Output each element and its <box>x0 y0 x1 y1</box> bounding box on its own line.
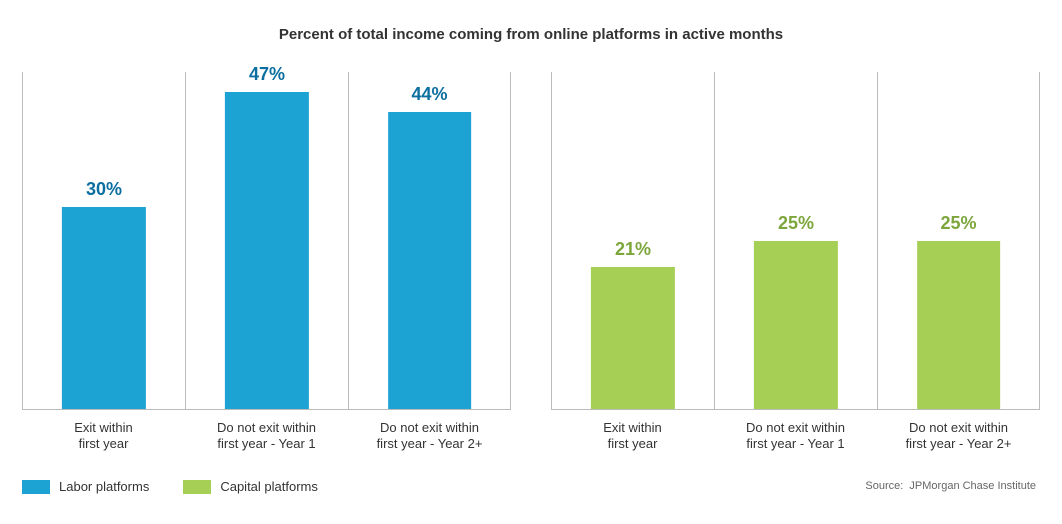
bar: 25% <box>917 241 1001 410</box>
chart-title: Percent of total income coming from onli… <box>0 0 1062 43</box>
bar-cell: 25% <box>877 72 1040 410</box>
x-axis-label: Do not exit withinfirst year - Year 1 <box>185 420 348 453</box>
bar-value-label: 44% <box>388 84 472 105</box>
chart-area: 30% 47% 44% 21% 25% 25% <box>22 72 1040 410</box>
bar-group-capital: 21% 25% 25% <box>551 72 1040 410</box>
x-axis-label: Exit withinfirst year <box>551 420 714 453</box>
source-attribution: Source: JPMorgan Chase Institute <box>865 480 1036 492</box>
bar-cell: 25% <box>714 72 877 410</box>
bar: 44% <box>388 112 472 409</box>
legend-item: Labor platforms <box>22 479 149 494</box>
legend-swatch <box>183 480 211 494</box>
bar-value-label: 21% <box>591 239 675 260</box>
bar-value-label: 30% <box>62 179 146 200</box>
group-gap <box>511 72 551 410</box>
source-prefix: Source: <box>865 480 903 492</box>
legend-label: Capital platforms <box>220 479 318 494</box>
bar-cell: 47% <box>185 72 348 410</box>
bar-value-label: 25% <box>754 213 838 234</box>
bar-cell: 30% <box>22 72 185 410</box>
legend-swatch <box>22 480 50 494</box>
source-text: JPMorgan Chase Institute <box>909 480 1036 492</box>
bar-group-labor: 30% 47% 44% <box>22 72 511 410</box>
x-axis-label: Exit withinfirst year <box>22 420 185 453</box>
bar-value-label: 47% <box>225 64 309 85</box>
legend: Labor platforms Capital platforms <box>22 479 318 494</box>
bar-value-label: 25% <box>917 213 1001 234</box>
x-axis-label: Do not exit withinfirst year - Year 2+ <box>348 420 511 453</box>
bar: 30% <box>62 207 146 409</box>
x-axis-labels: Exit withinfirst yearDo not exit withinf… <box>22 420 1040 453</box>
x-axis-label: Do not exit withinfirst year - Year 2+ <box>877 420 1040 453</box>
legend-item: Capital platforms <box>183 479 318 494</box>
bar: 25% <box>754 241 838 410</box>
bar-cell: 21% <box>551 72 714 410</box>
bar-cell: 44% <box>348 72 511 410</box>
bar: 21% <box>591 267 675 409</box>
legend-label: Labor platforms <box>59 479 149 494</box>
bar: 47% <box>225 92 309 409</box>
x-axis-label: Do not exit withinfirst year - Year 1 <box>714 420 877 453</box>
